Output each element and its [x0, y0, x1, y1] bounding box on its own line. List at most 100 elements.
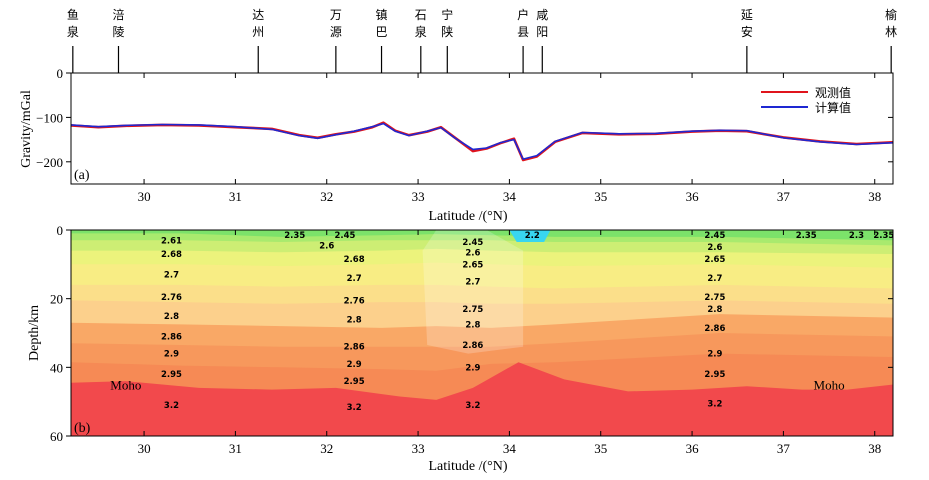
station-label-0: 鱼: [67, 8, 79, 22]
density-ytick-label-2: 40: [50, 360, 63, 375]
station-label-10-b: 林: [885, 25, 897, 39]
moho-label-0: Moho: [110, 378, 141, 393]
station-label-7-b: 县: [517, 25, 529, 39]
density-label-9: 2.35: [284, 231, 305, 241]
station-label-3: 万: [330, 8, 342, 22]
density-label-17: 2.9: [347, 360, 362, 370]
station-label-10: 榆: [885, 7, 897, 22]
density-ytick-label-1: 20: [50, 292, 63, 307]
density-xtick-label-7: 37: [777, 441, 791, 456]
density-xtick-label-6: 36: [686, 441, 700, 456]
station-label-4-b: 巴: [376, 25, 388, 39]
station-label-9: 延: [741, 8, 753, 22]
density-label-16: 2.86: [344, 343, 365, 353]
station-label-2-b: 州: [252, 25, 264, 39]
anomaly-block: [422, 230, 524, 354]
station-label-1-b: 陵: [112, 25, 124, 39]
density-label-41: 2.3: [849, 231, 864, 241]
density-label-4: 2.8: [164, 312, 179, 322]
density-panel: 2.61 2.68 2.7 2.76 2.8 2.86 2.9 2.95 3.2 2.35 2.45…: [27, 223, 894, 474]
computed-gravity-line: [71, 122, 893, 160]
gravity-ytick-label-2: −200: [36, 155, 63, 170]
density-label-39: 3.2: [707, 399, 722, 409]
density-label-15: 2.8: [347, 315, 362, 325]
density-layer-3-2: [71, 362, 893, 436]
density-frame: [70, 229, 894, 437]
density-label-13: 2.7: [347, 274, 362, 284]
gravity-ytick-label-1: −100: [36, 110, 63, 125]
gravity-xtick-label-1: 31: [229, 189, 242, 204]
gravity-xtick-label-8: 38: [868, 189, 881, 204]
density-label-38: 2.95: [704, 370, 725, 380]
density-label-33: 2.7: [707, 274, 722, 284]
observed-gravity-line: [71, 121, 893, 162]
density-label-28: 3.2: [465, 401, 480, 411]
density-label-26: 2.86: [462, 341, 483, 351]
density-label-37: 2.9: [707, 350, 722, 360]
density-model-area: 2.61 2.68 2.7 2.76 2.8 2.86 2.9 2.95 3.2 2.35 2.45…: [71, 230, 894, 436]
density-label-30: 2.45: [704, 231, 725, 241]
station-label-8-b: 阳: [536, 25, 548, 39]
gravity-xtick-label-3: 33: [412, 189, 425, 204]
density-label-18: 2.95: [344, 377, 365, 387]
gravity-xtick-label-4: 34: [503, 189, 517, 204]
station-label-2: 达: [252, 8, 264, 22]
density-xtick-label-3: 33: [412, 441, 425, 456]
station-label-5-b: 泉: [415, 25, 427, 39]
density-xtick-label-8: 38: [868, 441, 881, 456]
density-label-22: 2.65: [462, 260, 483, 270]
density-label-19: 3.2: [347, 403, 362, 413]
density-label-14: 2.76: [344, 296, 365, 306]
density-label-8: 3.2: [164, 401, 179, 411]
density-label-31: 2.6: [707, 243, 722, 253]
density-label-42: 2.35: [873, 231, 894, 241]
gravity-axis-ticks: 30 31 32 33 34 35 36 37 38 0 −100 −200: [36, 66, 893, 204]
gravity-xtick-label-0: 30: [138, 189, 151, 204]
density-label-11: 2.6: [319, 241, 334, 251]
station-label-4: 镇: [376, 8, 388, 22]
density-label-35: 2.8: [707, 305, 722, 315]
gravity-ylabel: Gravity/mGal: [19, 90, 34, 168]
density-label-23: 2.7: [465, 278, 480, 288]
station-label-6: 宁: [441, 7, 453, 22]
station-label-6-b: 陕: [441, 24, 453, 39]
station-label-3-b: 源: [330, 25, 342, 39]
gravity-xtick-label-6: 36: [686, 189, 700, 204]
panel-label-a: (a): [74, 168, 90, 183]
legend: 观测值 计算值: [761, 85, 851, 115]
density-label-7: 2.95: [161, 370, 182, 380]
density-label-12: 2.68: [344, 255, 365, 265]
density-ylabel: Depth/km: [27, 305, 42, 361]
station-label-5: 石: [415, 8, 427, 22]
density-ytick-label-3: 60: [50, 429, 63, 444]
density-label-29: 2.2: [525, 231, 540, 241]
gravity-xlabel: Latitude /(°N): [428, 209, 507, 224]
density-label-40: 2.35: [796, 231, 817, 241]
density-label-0: 2.61: [161, 236, 182, 246]
gravity-frame: [70, 72, 894, 185]
station-label-1: 涪: [112, 7, 124, 22]
gravity-plot-area: [71, 121, 893, 162]
station-label-8: 咸: [536, 8, 548, 22]
station-label-7: 户: [517, 7, 529, 22]
density-label-25: 2.8: [465, 320, 480, 330]
gravity-ytick-label-0: 0: [57, 66, 64, 81]
density-label-27: 2.9: [465, 363, 480, 373]
density-xtick-label-0: 30: [138, 441, 151, 456]
density-label-20: 2.45: [462, 238, 483, 248]
station-label-9-b: 安: [741, 24, 753, 39]
density-xtick-label-4: 34: [503, 441, 517, 456]
legend-computed-label: 计算值: [815, 100, 851, 115]
density-axis-ticks: 30 31 32 33 34 35 36 37 38 0 20 40 60: [50, 223, 893, 456]
density-label-36: 2.86: [704, 324, 725, 334]
density-xlabel: Latitude /(°N): [428, 459, 507, 474]
station-label-0-b: 泉: [67, 25, 79, 39]
density-xtick-label-2: 32: [320, 441, 333, 456]
gravity-xtick-label-7: 37: [777, 189, 791, 204]
density-label-24: 2.75: [462, 305, 483, 315]
gravity-xtick-label-2: 32: [320, 189, 333, 204]
density-xtick-label-5: 35: [594, 441, 607, 456]
